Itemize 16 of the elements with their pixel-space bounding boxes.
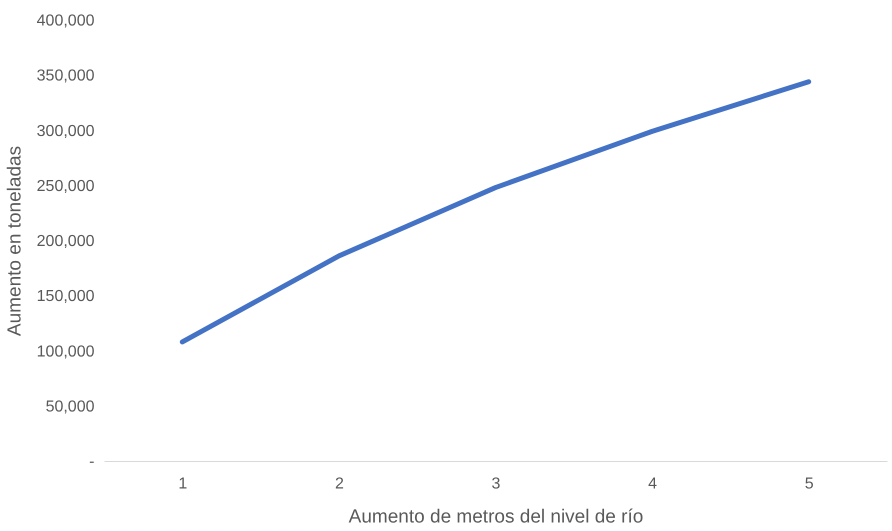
y-tick-label: 150,000 — [36, 288, 95, 306]
x-tick-label: 4 — [648, 476, 658, 492]
y-tick-label: - — [89, 454, 94, 470]
x-tick-label: 1 — [178, 476, 188, 492]
x-axis-title: Aumento de metros del nivel de río — [348, 506, 644, 528]
y-tick-label: 300,000 — [36, 122, 95, 140]
x-tick-label: 2 — [334, 476, 344, 492]
y-tick-label: 400,000 — [36, 12, 95, 30]
x-tick-label: 3 — [492, 476, 501, 492]
x-tick-label: 5 — [804, 476, 814, 492]
y-axis-title: Aumento en toneladas — [4, 146, 26, 336]
y-tick-label: 250,000 — [36, 178, 95, 195]
y-tick-label: 200,000 — [36, 233, 95, 250]
y-tick-label: 50,000 — [46, 398, 95, 416]
y-tick-label: 350,000 — [36, 68, 95, 85]
y-tick-label: 100,000 — [36, 343, 95, 360]
